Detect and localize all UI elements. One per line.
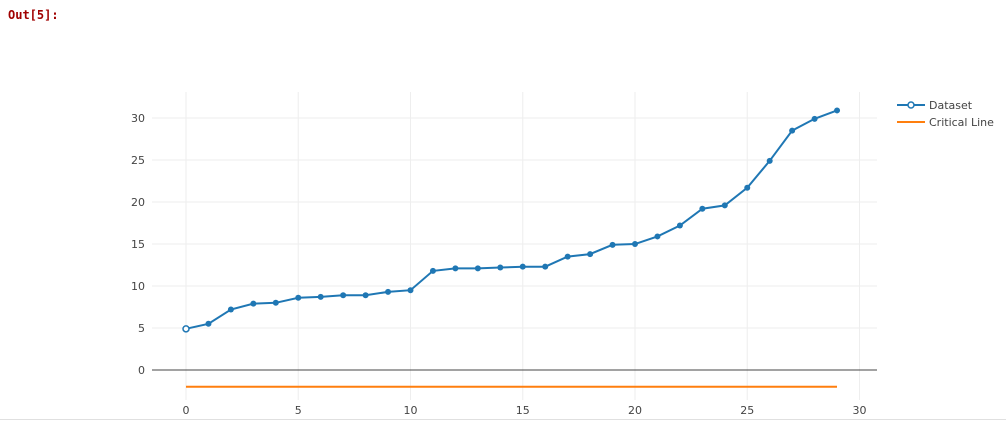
data-point	[295, 294, 302, 301]
data-point	[272, 299, 279, 306]
y-tick-label: 10	[131, 280, 145, 293]
data-point	[317, 293, 324, 300]
x-tick-label: 20	[628, 404, 642, 417]
data-point	[340, 292, 347, 299]
x-tick-label: 0	[183, 404, 190, 417]
data-point	[632, 241, 638, 247]
grid-lines	[152, 92, 877, 400]
series-line	[185, 109, 838, 330]
y-axis-ticks: 0 5 10 15 20 25 30	[131, 112, 145, 377]
data-point	[721, 202, 728, 209]
legend-label[interactable]: Dataset	[929, 99, 973, 112]
data-point	[519, 263, 526, 270]
data-point	[227, 306, 234, 313]
x-tick-label: 5	[295, 404, 302, 417]
data-point	[542, 263, 549, 270]
legend-label[interactable]: Critical Line	[929, 116, 994, 129]
data-point	[452, 265, 459, 272]
output-prompt: Out[5]:	[8, 8, 59, 22]
y-tick-label: 0	[138, 364, 145, 377]
data-point	[497, 264, 504, 271]
legend: Dataset Critical Line	[897, 99, 994, 129]
cell-divider	[0, 419, 1006, 420]
x-tick-label: 10	[404, 404, 418, 417]
y-tick-label: 15	[131, 238, 145, 251]
data-point	[407, 287, 414, 294]
data-point	[789, 127, 796, 134]
y-tick-label: 25	[131, 154, 145, 167]
legend-marker	[907, 101, 915, 109]
data-point	[362, 292, 369, 299]
y-tick-label: 5	[138, 322, 145, 335]
data-point	[834, 107, 841, 114]
y-tick-label: 30	[131, 112, 145, 125]
x-tick-label: 30	[853, 404, 867, 417]
data-point	[385, 288, 392, 295]
data-point	[474, 265, 481, 272]
data-point	[676, 222, 683, 229]
data-point	[766, 157, 773, 164]
data-point	[564, 253, 571, 260]
data-point	[182, 325, 190, 333]
data-point	[250, 300, 257, 307]
data-point	[811, 115, 818, 122]
x-axis-ticks: 0 5 10 15 20 25 30	[183, 404, 867, 417]
data-point	[699, 205, 706, 212]
y-tick-label: 20	[131, 196, 145, 209]
data-point	[429, 267, 436, 274]
data-point	[609, 241, 616, 248]
series-layer	[182, 107, 841, 388]
x-tick-label: 15	[516, 404, 530, 417]
data-point	[744, 184, 751, 191]
data-point	[205, 320, 212, 327]
data-point	[587, 251, 594, 258]
x-tick-label: 25	[740, 404, 754, 417]
data-point	[654, 233, 661, 240]
